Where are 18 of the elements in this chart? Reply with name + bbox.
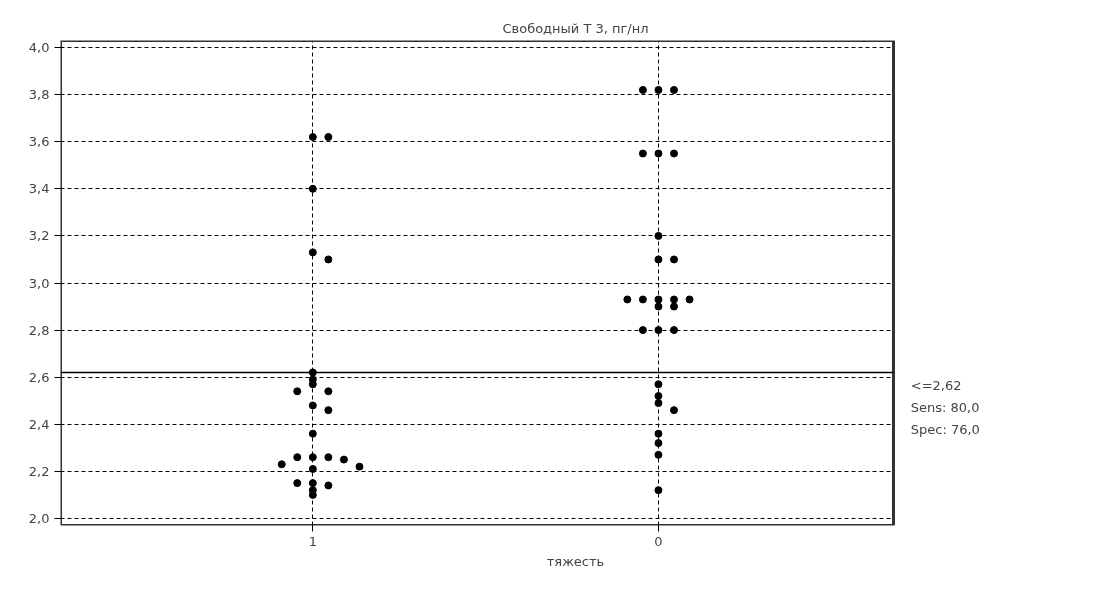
text: Spec: 76,0	[910, 422, 980, 438]
y-tick-label: 3,4	[28, 181, 50, 197]
y-tick-label: 4,0	[28, 40, 50, 56]
y-tick-label: 3,0	[28, 275, 50, 291]
y-tick-label: 3,8	[28, 87, 50, 103]
y-tick-label: 2,0	[28, 510, 50, 526]
y-tick-label: 2,2	[28, 463, 50, 479]
chart-title: Свободный Т 3, пг/нл	[502, 20, 649, 36]
x-tick-label: 1	[308, 533, 317, 549]
y-tick-label: 2,6	[28, 369, 50, 385]
y-tick-label: 2,8	[28, 322, 50, 338]
text: Sens: 80,0	[910, 400, 980, 416]
y-tick-label: 3,6	[28, 134, 50, 150]
x-axis-title: тяжесть	[546, 553, 605, 569]
y-tick-label: 3,2	[28, 228, 50, 244]
x-tick-label: 0	[654, 533, 663, 549]
y-tick-label: 2,4	[28, 416, 50, 432]
ref-line-label: <=2,62	[910, 378, 962, 394]
